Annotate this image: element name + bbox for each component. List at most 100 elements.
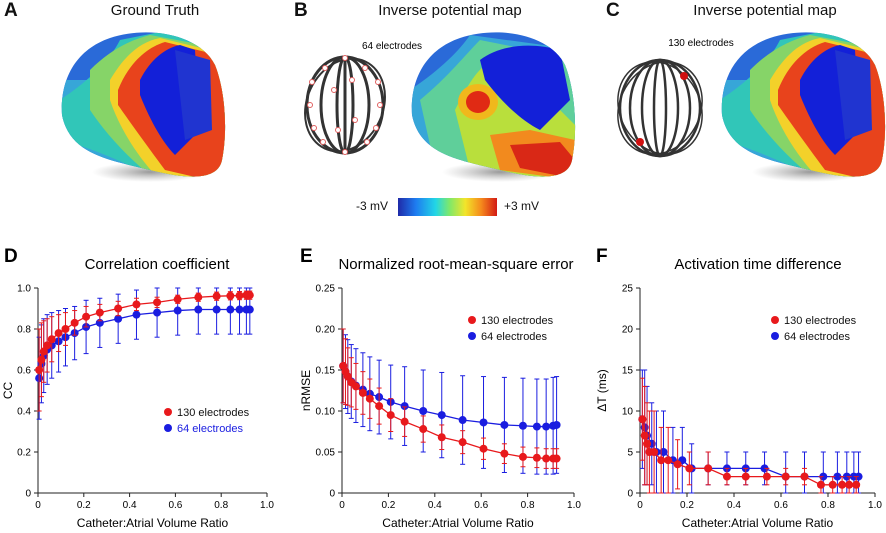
data-point [153,298,162,307]
panel-letter: E [300,246,313,267]
legend-marker [164,424,172,432]
y-tick-label: 0.25 [316,284,336,295]
chart-activation-time: F Activation time difference 0 0.2 0.4 0.6 0.8… [595,246,882,530]
x-tick-label: 0 [637,500,643,511]
data-point [800,472,809,481]
data-point [212,292,221,301]
data-point [518,452,527,461]
panel-title-a: Ground Truth [110,2,200,19]
electrode-count-c: 130 electrodes [668,38,734,49]
series-line [342,365,557,428]
legend-label: 130 electrodes [481,315,554,327]
data-point [226,305,235,314]
data-point [437,433,446,442]
x-tick-label: 0.6 [168,500,182,511]
data-point [235,291,244,300]
y-tick-label: 5 [627,448,633,459]
data-point [722,472,731,481]
data-point [153,308,162,317]
y-tick-label: 0 [329,489,335,500]
legend-label: 64 electrodes [784,331,851,343]
y-tick-label: 0.2 [17,448,31,459]
x-axis-label: Catheter:Atrial Volume Ratio [682,516,834,530]
data-point [114,304,123,313]
data-point [542,454,551,463]
y-axis-label: nRMSE [299,370,313,411]
legend-label: 130 electrodes [177,407,250,419]
data-point [704,464,713,473]
x-tick-label: 0.6 [774,500,788,511]
data-point [37,355,46,364]
potential-maps: 64 electrodes 130 electrodes [61,32,886,182]
x-tick-label: 1.0 [567,500,581,511]
series-line [38,308,250,379]
data-point [95,308,104,317]
data-point [194,305,203,314]
data-point [640,431,649,440]
x-tick-label: 1.0 [868,500,882,511]
x-axis-label: Catheter:Atrial Volume Ratio [77,516,229,530]
data-point [458,438,467,447]
panel-letter: F [596,246,608,267]
chart-nrmse: E Normalized root-mean-square error 0 0.2 0.… [299,246,581,530]
data-point [70,318,79,327]
data-point [500,420,509,429]
x-tick-label: 0.2 [381,500,395,511]
y-tick-label: 0.05 [316,448,336,459]
y-tick-label: 10 [622,407,634,418]
panel-letter: D [4,246,18,267]
data-point [245,291,254,300]
x-tick-label: 0.8 [521,500,535,511]
data-point [500,449,509,458]
data-point [657,456,666,465]
catheter-130-electrodes [617,58,703,158]
chart-correlation-coefficient: D Correlation coefficient 0 0.2 0.4 0.6 0.8 1.0… [1,246,274,530]
panel-letter-a: A [4,0,18,21]
data-point [845,480,854,489]
legend-marker [164,408,172,416]
data-point [552,454,561,463]
x-tick-label: 0.8 [214,500,228,511]
panel-letter-b: B [294,0,308,21]
y-tick-label: 0.15 [316,366,336,377]
data-point [194,293,203,302]
x-tick-label: 0.2 [77,500,91,511]
data-point [173,295,182,304]
x-tick-label: 1.0 [260,500,274,511]
data-point [479,444,488,453]
data-point [479,418,488,427]
data-point [400,402,409,411]
data-point [343,372,352,381]
y-tick-label: 0.8 [17,325,31,336]
data-point [212,305,221,314]
data-point [114,314,123,323]
panel-title-b: Inverse potential map [378,2,522,19]
data-point [235,305,244,314]
chart-title: Normalized root-mean-square error [338,256,573,273]
legend-marker [468,316,476,324]
data-point [43,341,52,350]
data-point [650,448,659,456]
x-tick-label: 0 [339,500,345,511]
catheter-130-poles [636,72,688,146]
chart-title: Activation time difference [674,256,841,273]
data-point [365,394,374,403]
y-tick-label: 0.4 [17,407,31,418]
x-tick-label: 0 [35,500,41,511]
data-point [638,415,647,424]
data-point [833,472,842,481]
y-tick-label: 25 [622,284,634,295]
panel-title-c: Inverse potential map [693,2,837,19]
data-point [762,472,771,481]
x-tick-label: 0.2 [680,500,694,511]
data-point [375,402,384,411]
x-tick-label: 0.8 [821,500,835,511]
y-tick-label: 1.0 [17,284,31,295]
data-point [673,460,682,469]
x-tick-label: 0.4 [727,500,741,511]
colorbar-max-label: +3 mV [504,199,540,213]
data-point [54,329,63,338]
data-point [741,472,750,481]
data-point [400,417,409,426]
electrode-count-b: 64 electrodes [362,41,422,52]
